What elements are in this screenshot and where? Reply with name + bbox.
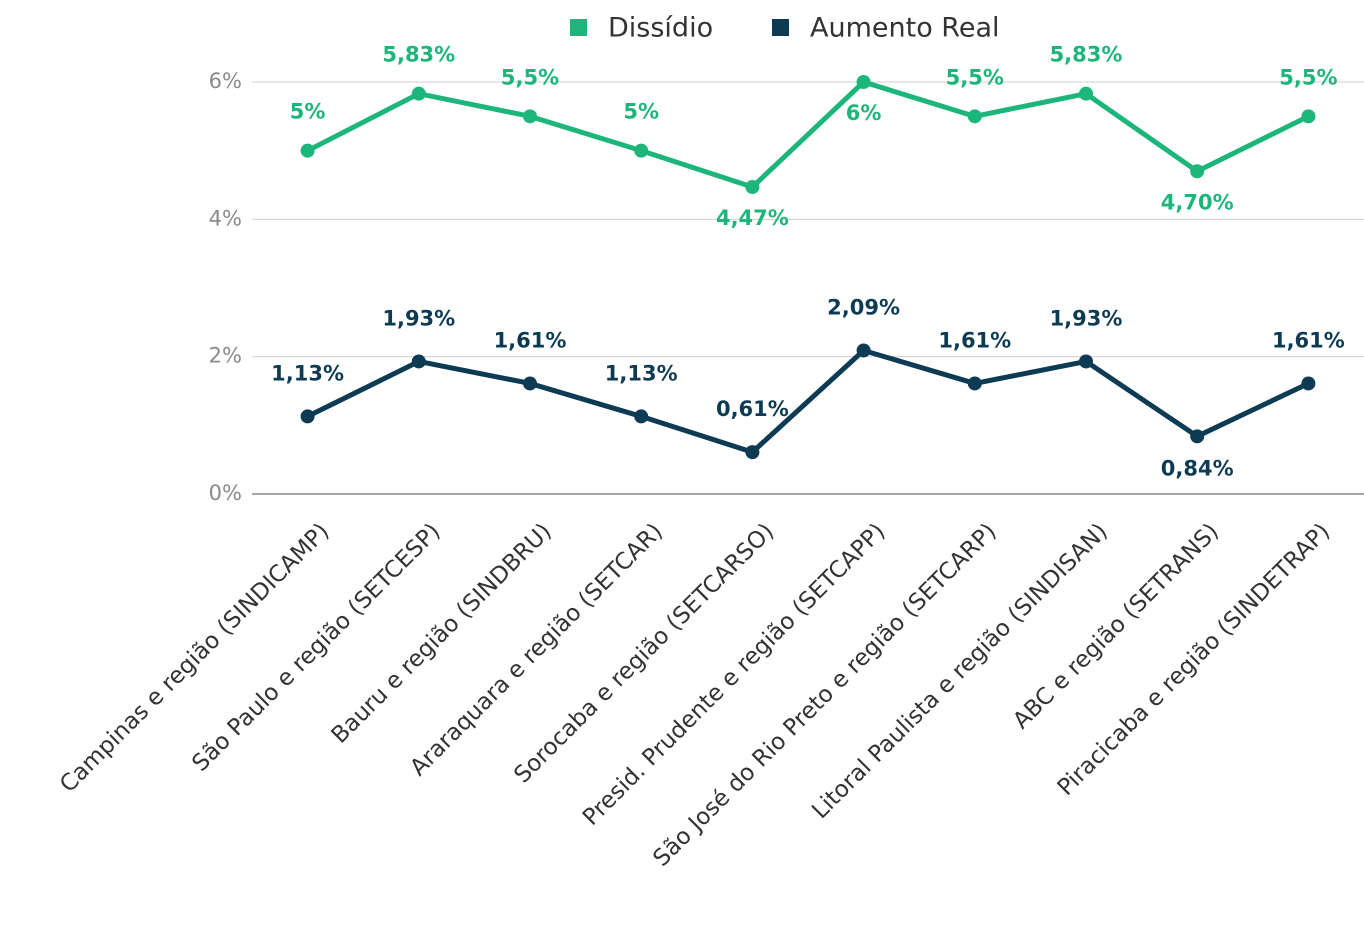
data-point xyxy=(856,75,871,89)
data-point xyxy=(634,409,649,424)
data-label: 1,61% xyxy=(494,328,567,352)
legend-label: Dissídio xyxy=(608,13,713,44)
legend-swatch xyxy=(570,19,587,36)
data-point xyxy=(1079,86,1093,101)
data-point xyxy=(523,109,537,124)
data-point xyxy=(300,143,315,158)
data-label: 4,47% xyxy=(716,206,789,230)
y-tick-label: 4% xyxy=(209,206,242,230)
data-label: 5,5% xyxy=(1279,65,1337,89)
data-point xyxy=(300,409,315,424)
x-tick-label: Bauru e região (SINDBRU) xyxy=(327,518,557,748)
x-tick-label: ABC e região (SETRANS) xyxy=(1008,518,1224,734)
data-label: 1,93% xyxy=(1050,306,1123,330)
data-label: 5,83% xyxy=(382,43,455,67)
data-label: 1,61% xyxy=(938,328,1011,352)
data-point xyxy=(1301,376,1316,391)
legend-label: Aumento Real xyxy=(810,13,1000,44)
data-point xyxy=(967,376,982,391)
data-point xyxy=(745,180,760,195)
data-point xyxy=(745,445,760,460)
data-label: 5% xyxy=(290,100,326,124)
x-tick-label: São Paulo e região (SETCESP) xyxy=(187,518,445,776)
series-line xyxy=(306,79,1310,190)
data-point xyxy=(1079,354,1093,369)
data-point xyxy=(1301,109,1316,124)
data-label: 4,70% xyxy=(1161,190,1234,214)
y-tick-label: 0% xyxy=(209,481,242,505)
data-label: 5,5% xyxy=(946,65,1004,89)
data-label: 0,84% xyxy=(1161,456,1234,480)
data-label: 5,5% xyxy=(501,65,559,89)
data-label: 5,83% xyxy=(1050,43,1123,67)
data-label: 6% xyxy=(846,101,882,125)
legend-swatch xyxy=(772,19,789,36)
y-tick-label: 6% xyxy=(209,69,242,93)
data-point xyxy=(411,86,426,101)
data-label: 1,93% xyxy=(382,306,455,330)
y-tick-label: 2% xyxy=(209,344,242,368)
data-label: 0,61% xyxy=(716,397,789,421)
data-label: 5% xyxy=(623,100,659,124)
data-point xyxy=(967,109,982,124)
data-point xyxy=(634,143,649,158)
data-label: 1,13% xyxy=(605,361,678,385)
data-point xyxy=(411,354,426,369)
data-label: 1,13% xyxy=(271,361,344,385)
data-label: 2,09% xyxy=(827,295,900,319)
data-label: 1,61% xyxy=(1272,328,1345,352)
data-point xyxy=(1190,164,1205,179)
series-line xyxy=(306,347,1310,455)
data-point xyxy=(856,343,871,358)
data-point xyxy=(523,376,537,391)
data-point xyxy=(1190,429,1205,444)
